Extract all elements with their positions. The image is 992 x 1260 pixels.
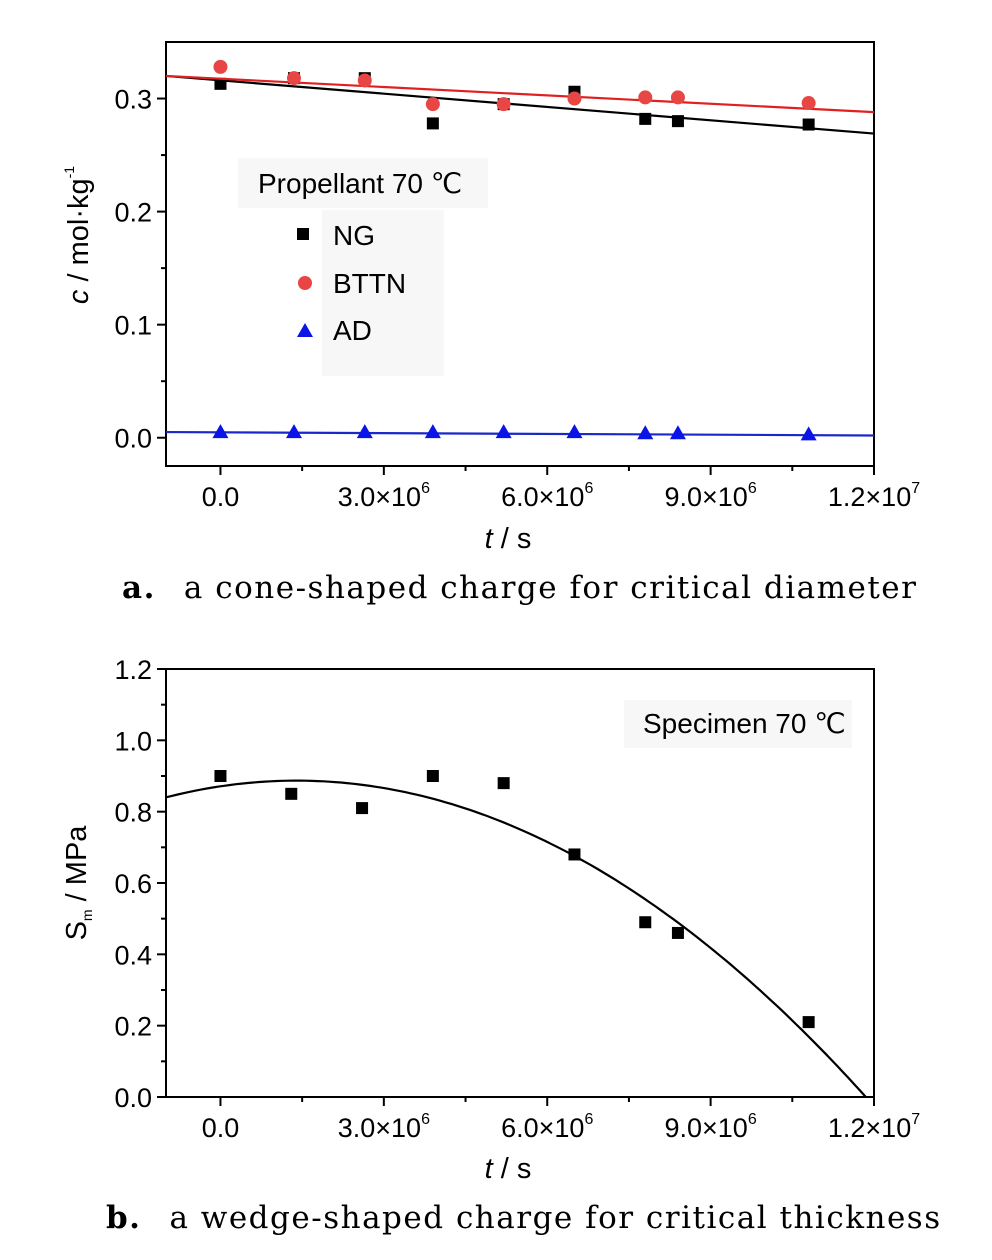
- chart-b-y-tick-label: 0.6: [114, 869, 152, 899]
- chart-a-bttn-point: [496, 97, 511, 112]
- chart-a: 0.0 3.0×106 6.0×106 9.0×106 1.2×107 0.0 0.1 0.2…: [61, 41, 920, 555]
- chart-b-series-point: [426, 770, 439, 782]
- chart-b-series-point: [285, 787, 298, 800]
- chart-b-y-tick-label: 0.8: [114, 798, 152, 828]
- chart-b-x-tick-label: 9.0×106: [664, 1111, 756, 1143]
- chart-a-ng-fit-line: [165, 74, 875, 135]
- chart-b-y-tick-label: 0.0: [114, 1083, 152, 1113]
- chart-a-legend-title: Propellant 70 ℃: [258, 168, 462, 199]
- chart-a-bttn-point: [425, 97, 440, 112]
- legend-ad-marker: [297, 323, 313, 337]
- chart-a-ad-point: [669, 425, 686, 440]
- chart-a-bttn-point: [801, 96, 816, 111]
- chart-a-ad-point: [800, 426, 817, 441]
- chart-b-x-tick-label: 6.0×106: [501, 1111, 593, 1143]
- chart-a-x-tick-label: 9.0×106: [664, 480, 756, 512]
- caption-b-letter: b.: [106, 1200, 142, 1236]
- chart-a-y-tick-label: 0.0: [114, 424, 152, 454]
- chart-b-y-tick-label: 0.4: [114, 940, 152, 970]
- chart-a-bttn-fit-line: [165, 74, 875, 114]
- chart-b-series-point: [639, 916, 652, 929]
- chart-b-y-tick-label: 1.0: [114, 726, 152, 756]
- chart-a-ad-point: [424, 424, 441, 439]
- caption-b: b. a wedge-shaped charge for critical thi…: [106, 1200, 942, 1236]
- chart-a-ng-point: [214, 77, 227, 90]
- chart-b-ticks: 0.0 3.0×106 6.0×106 9.0×106 1.2×107 0.0 0.2 0.4…: [114, 655, 920, 1143]
- legend-bttn-label: BTTN: [333, 268, 406, 299]
- chart-a-x-axis-label: t / s: [485, 523, 532, 555]
- chart-a-bttn-point: [670, 90, 685, 105]
- chart-a-ng-point: [639, 112, 652, 125]
- chart-a-bttn-point: [286, 71, 301, 86]
- chart-a-ad-point: [495, 424, 512, 439]
- chart-b-fit-curve: [165, 779, 867, 1098]
- chart-a-bttn-point: [567, 91, 582, 106]
- chart-b-series-point: [671, 926, 684, 939]
- chart-b-series: [165, 770, 867, 1098]
- legend-ng-marker: [297, 228, 309, 240]
- caption-a-letter: a.: [122, 570, 156, 606]
- chart-a-ticks: 0.0 3.0×106 6.0×106 9.0×106 1.2×107 0.0 0.1 0.2…: [114, 85, 920, 512]
- chart-a-legend-box: [322, 210, 444, 376]
- chart-b-legend-title: Specimen 70 ℃: [643, 708, 846, 739]
- chart-a-ng-point: [802, 118, 815, 131]
- chart-b-x-tick-label: 0.0: [202, 1113, 240, 1143]
- caption-b-text: a wedge-shaped charge for critical thick…: [169, 1200, 942, 1236]
- chart-a-ad-fit-line: [165, 430, 875, 437]
- chart-a-bttn-point: [357, 73, 372, 88]
- caption-a: a. a cone-shaped charge for critical diam…: [122, 570, 917, 606]
- chart-a-plot-frame: [165, 41, 875, 467]
- legend-bttn-marker: [298, 276, 312, 290]
- chart-b-series-point: [497, 777, 510, 790]
- chart-b-series-point: [802, 1016, 815, 1029]
- chart-a-ad-point: [212, 424, 229, 439]
- chart-a-y-tick-label: 0.3: [114, 85, 152, 115]
- chart-a-x-tick-label: 1.2×107: [828, 480, 920, 512]
- chart-a-bttn-point: [638, 90, 653, 105]
- chart-b-x-tick-label: 1.2×107: [828, 1111, 920, 1143]
- chart-b-series-point: [356, 802, 369, 815]
- chart-b-y-tick-label: 0.2: [114, 1012, 152, 1042]
- chart-a-y-tick-label: 0.1: [114, 311, 152, 341]
- chart-a-legend-title-box: [238, 158, 488, 208]
- chart-b-y-axis-label: Sm / MPa: [61, 825, 95, 941]
- chart-a-x-tick-label: 3.0×106: [338, 480, 430, 512]
- chart-b-x-tick-label: 3.0×106: [338, 1111, 430, 1143]
- chart-a-ng-point: [426, 117, 439, 130]
- chart-b-legend-box: [624, 700, 852, 748]
- chart-a-y-axis-label: c / mol·kg-1: [61, 166, 95, 304]
- chart-b-x-axis-label: t / s: [485, 1153, 532, 1185]
- chart-a-x-tick-label: 6.0×106: [501, 480, 593, 512]
- chart-b-series-point: [568, 848, 581, 861]
- chart-a-ad-point: [637, 425, 654, 440]
- chart-a-bttn-point: [213, 59, 228, 74]
- legend-ng-label: NG: [333, 220, 375, 251]
- chart-a-y-tick-label: 0.2: [114, 198, 152, 228]
- chart-a-series: [165, 59, 875, 441]
- chart-a-ng-point: [671, 115, 684, 128]
- chart-b: 0.0 3.0×106 6.0×106 9.0×106 1.2×107 0.0 0.2 0.4…: [61, 655, 920, 1185]
- chart-a-ad-point: [566, 424, 583, 439]
- chart-b-y-tick-label: 1.2: [114, 655, 152, 685]
- chart-a-x-tick-label: 0.0: [202, 482, 240, 512]
- chart-b-series-point: [214, 770, 227, 782]
- chart-a-ad-point: [356, 424, 373, 439]
- chart-a-ad-point: [285, 424, 302, 439]
- legend-ad-label: AD: [333, 315, 372, 346]
- caption-a-text: a cone-shaped charge for critical diamet…: [183, 570, 918, 606]
